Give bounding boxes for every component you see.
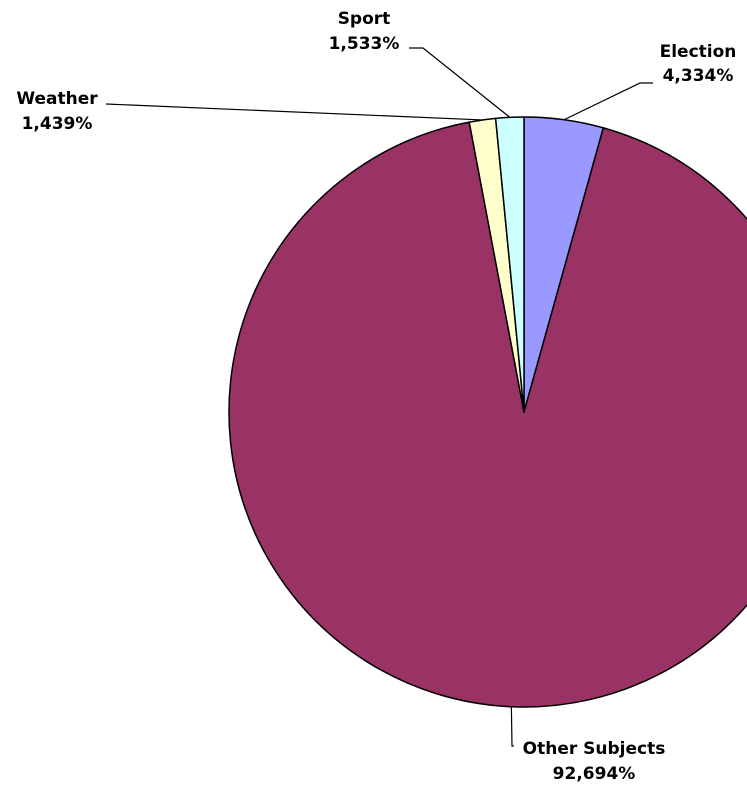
leader-line-weather [105, 103, 483, 121]
label-other-subjects-value: 92,694% [553, 764, 636, 784]
label-sport: Sport 1,533% [329, 9, 400, 54]
leader-line-other-subjects [510, 706, 514, 747]
pie-slice-other-subjects [228, 121, 747, 708]
label-weather-value: 1,439% [22, 114, 93, 134]
label-other-subjects: Other Subjects 92,694% [523, 739, 666, 784]
label-election-value: 4,334% [663, 66, 734, 86]
label-election-name: Election [660, 42, 737, 62]
pie-slices [228, 116, 747, 708]
label-weather-name: Weather [16, 89, 98, 109]
leader-line-sport [409, 47, 511, 118]
leader-line-election [563, 82, 653, 121]
label-weather: Weather 1,439% [16, 89, 98, 134]
label-election: Election 4,334% [660, 42, 737, 86]
leader-lines [105, 47, 653, 747]
label-sport-name: Sport [338, 9, 391, 29]
label-other-subjects-name: Other Subjects [523, 739, 666, 759]
label-sport-value: 1,533% [329, 34, 400, 54]
